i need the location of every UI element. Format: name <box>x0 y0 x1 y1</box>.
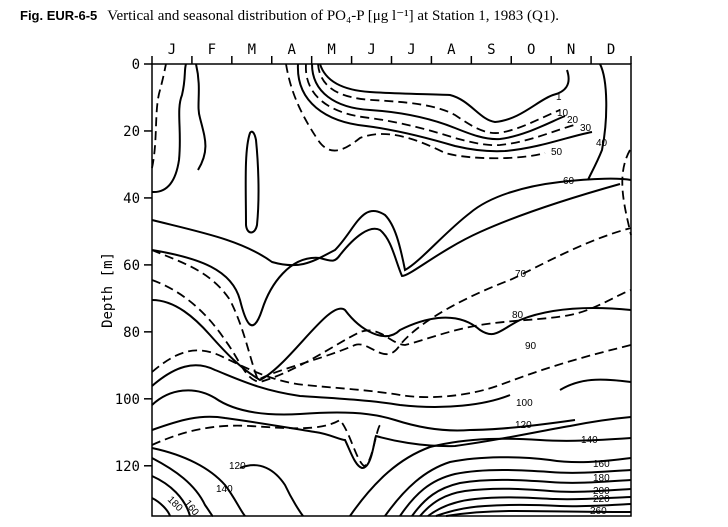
contour-label: 50 <box>551 147 563 158</box>
contour-label: 140 <box>216 484 233 495</box>
contour-line <box>151 418 381 467</box>
contour-label: 180 <box>593 473 610 484</box>
x-tick-label: A <box>447 42 456 58</box>
contour-line <box>151 389 576 432</box>
contour-line <box>151 475 191 517</box>
contour-line <box>285 63 546 160</box>
contour-line <box>151 497 171 517</box>
x-tick-label: O <box>527 42 535 58</box>
contour-label: 20 <box>567 115 579 126</box>
contour-line <box>151 279 632 383</box>
contour-label: 120 <box>515 420 532 431</box>
plot-frame <box>151 63 632 517</box>
contour-label: 90 <box>525 341 537 352</box>
contour-label: 40 <box>596 138 608 149</box>
contour-line <box>296 63 593 153</box>
figure-label: Fig. EUR-6-5 <box>20 8 98 23</box>
y-axis-title: Depth [m] <box>100 252 116 328</box>
x-tick-label: M <box>248 42 256 58</box>
contour-label: 140 <box>581 435 598 446</box>
contour-line <box>317 63 561 134</box>
figure-caption: Vertical and seasonal distribution of PO… <box>107 8 560 24</box>
x-tick-label: M <box>327 42 335 58</box>
contour-line <box>319 63 570 124</box>
y-tick-label: 40 <box>123 191 140 207</box>
y-tick-label: 80 <box>123 325 140 341</box>
y-tick-label: 120 <box>115 459 140 475</box>
contour-line <box>384 456 632 517</box>
contour-line <box>151 177 632 272</box>
contour-line <box>244 130 260 234</box>
contour-line <box>559 378 632 391</box>
x-tick-label: N <box>567 42 575 58</box>
y-tick-label: 0 <box>132 57 140 73</box>
contour-line <box>151 227 632 382</box>
contour-line <box>305 63 579 147</box>
chart-axes <box>151 63 632 517</box>
contour-line <box>151 415 632 470</box>
contour-line <box>311 63 566 141</box>
x-tick-label: J <box>367 42 375 58</box>
y-tick-label: 20 <box>123 124 140 140</box>
contour-line <box>435 503 632 517</box>
contour-line <box>151 299 632 382</box>
contour-label: 160 <box>593 459 610 470</box>
contour-line <box>195 63 207 171</box>
contour-label: 60 <box>563 176 575 187</box>
contour-line <box>399 469 632 517</box>
contour-line <box>427 496 632 517</box>
contour-line <box>239 464 304 517</box>
x-tick-label: D <box>607 42 615 58</box>
x-tick-label: J <box>407 42 415 58</box>
contour-lines <box>151 63 632 517</box>
contour-label: 200 <box>593 486 610 497</box>
contour-line <box>151 364 511 408</box>
contour-line <box>349 437 632 517</box>
x-tick-label: J <box>168 42 176 58</box>
contour-line <box>621 149 632 236</box>
contour-label: 260 <box>590 506 607 517</box>
contour-line <box>411 478 632 517</box>
contour-line <box>151 457 214 517</box>
y-tick-label: 100 <box>115 392 140 408</box>
y-axis-ticks: 0 20 40 60 80 100 120 <box>115 57 152 475</box>
contour-label: 70 <box>515 269 527 280</box>
y-tick-label: 60 <box>123 258 140 274</box>
contour-line <box>587 63 608 181</box>
contour-label: 30 <box>580 123 592 134</box>
contour-label: 1 <box>556 92 562 103</box>
contour-label: 80 <box>512 310 524 321</box>
contour-label: 120 <box>229 461 246 472</box>
contour-label: 10 <box>557 108 569 119</box>
contour-label: 100 <box>516 398 533 409</box>
figure-title: Fig. EUR-6-5 Vertical and seasonal distri… <box>20 6 559 25</box>
x-tick-label: A <box>287 42 296 58</box>
contour-line <box>151 447 246 517</box>
contour-line <box>151 183 621 327</box>
contour-label: 220 <box>593 494 610 505</box>
x-tick-label: S <box>487 42 495 58</box>
contour-line <box>151 63 167 169</box>
contour-line <box>419 487 632 517</box>
contour-line <box>445 509 632 517</box>
contour-line <box>151 344 632 399</box>
contour-line <box>151 63 187 194</box>
x-tick-label: F <box>208 42 216 58</box>
